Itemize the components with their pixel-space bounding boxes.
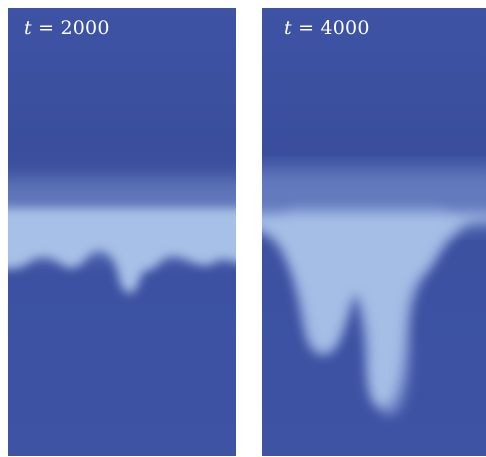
interface-layer-left	[8, 208, 236, 293]
time-value: 2000	[60, 17, 110, 39]
equals-sign: =	[31, 17, 61, 39]
time-variable: t	[24, 17, 32, 39]
simulation-panel-right: t = 4000	[262, 8, 486, 456]
density-field-right	[262, 8, 486, 456]
simulation-panel-left: t = 2000	[8, 8, 236, 456]
time-variable: t	[284, 17, 292, 39]
interface-layer-right	[262, 213, 486, 408]
density-field-left	[8, 8, 236, 456]
time-label-left: t = 2000	[24, 17, 110, 39]
time-label-right: t = 4000	[284, 17, 370, 39]
equals-sign: =	[291, 17, 321, 39]
time-value: 4000	[320, 17, 370, 39]
